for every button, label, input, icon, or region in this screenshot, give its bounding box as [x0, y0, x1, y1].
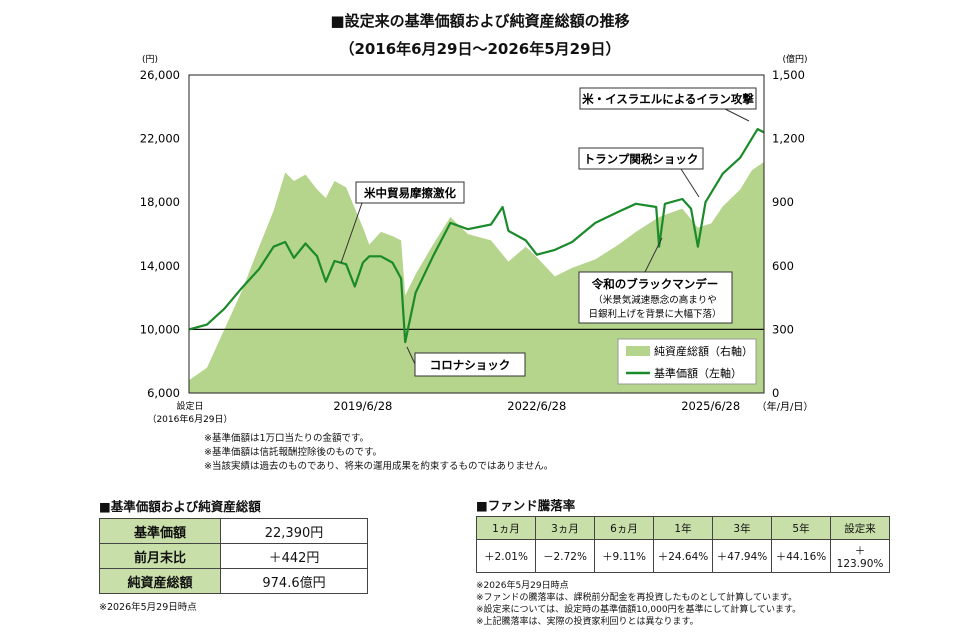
left-axis-unit: (円): [142, 54, 158, 65]
right-tick-label: 900: [772, 195, 794, 209]
perf-header: 3ヵ月: [535, 516, 595, 540]
table-row: 基準価額 22,390円: [99, 518, 368, 544]
perf-value: ＋47.94%: [712, 539, 772, 573]
annotation-trump-text: トランプ関税ショック: [584, 152, 699, 166]
legend: 純資産総額（右軸） 基準価額（左軸）: [617, 338, 757, 385]
perf-value: ＋44.16%: [771, 539, 831, 573]
perf-header: 5年: [771, 516, 831, 540]
table-row: 純資産総額 974.6億円: [99, 568, 368, 594]
x-tick-label: 2025/6/28: [681, 399, 740, 413]
x-tick-label: 2019/6/28: [333, 399, 392, 413]
chart-note: ※基準価額は1万口当たりの金額です。: [204, 433, 370, 444]
right-tick-label: 1,500: [772, 68, 805, 82]
right-tick-label: 300: [772, 322, 794, 336]
annotation-reiwa-black-monday: 令和のブラックマンデー （米景気減速懸念の高まりや 日銀利上げを背景に大幅下落）: [578, 237, 733, 324]
annotation-reiwa-sub2: 日銀利上げを背景に大幅下落）: [588, 308, 721, 320]
left-tick-label: 18,000: [140, 195, 180, 209]
annotation-reiwa-sub1: （米景気減速懸念の高まりや: [593, 294, 717, 306]
annotation-trade-war: 米中貿易摩擦激化: [340, 181, 465, 264]
x-axis-unit: （年/月/日）: [757, 400, 814, 413]
performance-notes: ※2026年5月29日時点 ※ファンドの騰落率は、課税前分配金を再投資したものと…: [476, 580, 801, 628]
plot-frame: [188, 74, 765, 394]
perf-value: ＋9.11%: [594, 539, 654, 573]
legend-swatch-nav-total: [626, 346, 650, 356]
chart: 26,000 22,000 18,000 14,000 10,000 6,000 1,500…: [140, 53, 814, 425]
annotation-corona: コロナショック: [406, 346, 526, 377]
summary-value: ＋442円: [220, 543, 368, 569]
perf-note: ※2026年5月29日時点: [476, 581, 569, 591]
chart-title: ■設定来の基準価額および純資産総額の推移: [330, 12, 630, 30]
table-row: 前月末比 ＋442円: [99, 543, 368, 569]
chart-note: ※当該実績は過去のものであり、将来の運用成果を約束するものではありません。: [204, 461, 554, 472]
annotation-corona-text: コロナショック: [430, 358, 511, 372]
performance-title: ■ファンド騰落率: [476, 498, 576, 513]
chart-subtitle: （2016年6月29日～2026年5月29日）: [339, 40, 621, 58]
perf-header: 3年: [712, 516, 772, 540]
summary-value: 974.6億円: [220, 568, 368, 594]
series-nav-total-area: [189, 161, 764, 393]
perf-header: 1ヵ月: [476, 516, 536, 540]
x-tick-label: 2022/6/28: [507, 399, 566, 413]
annotation-trump-tariff: トランプ関税ショック: [578, 147, 704, 198]
annotation-iran-text: 米・イスラエルによるイラン攻撃: [581, 92, 754, 106]
summary-label: 基準価額: [99, 518, 221, 544]
annotation-iran: 米・イスラエルによるイラン攻撃: [579, 87, 757, 122]
perf-value: ＋123.90%: [830, 539, 890, 573]
perf-header: 6ヵ月: [594, 516, 654, 540]
chart-notes: ※基準価額は1万口当たりの金額です。 ※基準価額は信託報酬控除後のものです。 ※…: [204, 432, 553, 474]
left-tick-label: 6,000: [147, 386, 180, 400]
legend-label-nav-total: 純資産総額（右軸）: [654, 344, 753, 358]
perf-note: ※ファンドの騰落率は、課税前分配金を再投資したものとして計算しています。: [476, 593, 798, 603]
annotation-trade-war-text: 米中貿易摩擦激化: [363, 186, 456, 200]
legend-label-nav: 基準価額（左軸）: [654, 366, 742, 380]
perf-header: 1年: [653, 516, 713, 540]
x-label-start: 設定日: [176, 400, 203, 412]
summary-value: 22,390円: [220, 518, 368, 544]
performance-table: 1ヵ月 3ヵ月 6ヵ月 1年 3年 5年 設定来 ＋2.01% －2.72% ＋…: [476, 516, 890, 573]
summary-note: ※2026年5月29日時点: [99, 602, 197, 613]
summary-label: 前月末比: [99, 543, 221, 569]
perf-note: ※設定来については、設定時の基準価額10,000円を基準にして計算しています。: [476, 605, 802, 615]
right-tick-label: 600: [772, 259, 794, 273]
table-row: ＋2.01% －2.72% ＋9.11% ＋24.64% ＋47.94% ＋44…: [476, 539, 890, 573]
summary-table: 基準価額 22,390円 前月末比 ＋442円 純資産総額 974.6億円: [99, 518, 368, 594]
perf-value: －2.72%: [535, 539, 595, 573]
right-axis-unit: (億円): [782, 53, 807, 65]
right-tick-label: 1,200: [772, 132, 805, 146]
chart-note: ※基準価額は信託報酬控除後のものです。: [204, 447, 383, 458]
left-tick-label: 26,000: [140, 68, 180, 82]
perf-note: ※上記騰落率は、実際の投資家利回りとは異なります。: [476, 617, 699, 627]
table-row: 1ヵ月 3ヵ月 6ヵ月 1年 3年 5年 設定来: [476, 516, 890, 540]
left-tick-label: 22,000: [140, 132, 180, 146]
summary-title: ■基準価額および純資産総額: [99, 499, 261, 514]
perf-value: ＋24.64%: [653, 539, 713, 573]
x-label-start-date: （2016年6月29日）: [147, 413, 232, 425]
summary-label: 純資産総額: [99, 568, 221, 594]
perf-value: ＋2.01%: [476, 539, 536, 573]
left-tick-label: 10,000: [140, 322, 180, 336]
annotation-reiwa-text: 令和のブラックマンデー: [591, 277, 719, 291]
series-nav-line: [188, 128, 765, 344]
perf-header: 設定来: [830, 516, 890, 540]
left-tick-label: 14,000: [140, 259, 180, 273]
right-tick-label: 0: [772, 386, 779, 400]
